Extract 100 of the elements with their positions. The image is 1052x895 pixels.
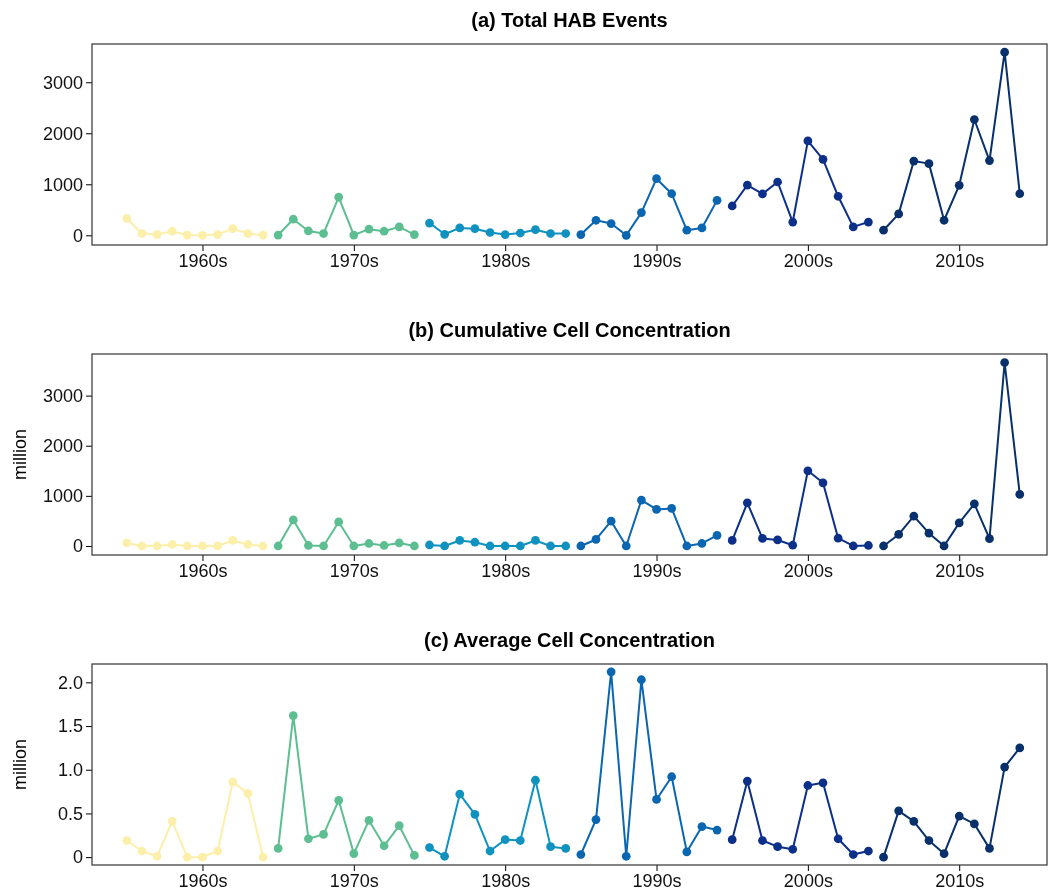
point (667, 772, 677, 782)
y-tick-label: 1000 (42, 486, 83, 507)
point (682, 541, 692, 551)
x-tick-label: 1960s (178, 560, 228, 581)
point (954, 811, 964, 821)
y-tick-label: 2000 (42, 435, 83, 456)
x-tick-label: 1990s (632, 560, 682, 581)
point (773, 177, 782, 187)
point (364, 816, 374, 825)
point (152, 851, 162, 861)
y-tick-label: 0 (72, 536, 83, 557)
point (742, 776, 752, 786)
point (137, 541, 147, 551)
point (228, 777, 238, 787)
point (182, 852, 192, 862)
point (727, 201, 737, 211)
point (167, 816, 177, 826)
point (652, 174, 661, 184)
point (531, 536, 540, 545)
point (924, 528, 934, 538)
point (576, 541, 586, 551)
point (288, 515, 298, 525)
point (712, 825, 722, 835)
point (894, 530, 904, 539)
point (909, 156, 919, 166)
point (349, 230, 359, 240)
point (697, 822, 707, 831)
point (712, 196, 722, 205)
point (561, 229, 571, 238)
x-tick-label: 1980s (481, 250, 531, 271)
point (470, 224, 480, 234)
chart-title: (a) Total HAB Events (471, 9, 668, 31)
point (833, 191, 843, 201)
chart-title: (b) Cumulative Cell Concentration (408, 319, 731, 341)
point (137, 229, 147, 238)
point (440, 541, 450, 551)
point (425, 540, 434, 550)
point (924, 836, 934, 845)
point (485, 228, 495, 237)
point (304, 834, 313, 844)
point (561, 844, 571, 853)
point (137, 846, 147, 856)
point (818, 778, 828, 788)
point (531, 225, 540, 235)
point (637, 675, 646, 685)
y-tick-label: 1.0 (57, 760, 83, 780)
point (818, 154, 828, 164)
point (909, 511, 919, 521)
x-tick-label: 1960s (178, 870, 228, 891)
point (167, 226, 177, 236)
point (485, 541, 495, 551)
point (803, 781, 813, 790)
point (667, 189, 677, 199)
point (742, 180, 752, 190)
point (546, 229, 555, 238)
point (864, 846, 873, 856)
y-axis-title: million (10, 738, 30, 791)
point (531, 775, 540, 785)
point (273, 541, 283, 551)
point (258, 852, 268, 862)
point (379, 841, 389, 851)
point (864, 217, 873, 227)
point (652, 505, 661, 514)
point (228, 536, 238, 545)
point (198, 852, 207, 862)
y-axis-title: million (10, 428, 30, 481)
point (758, 189, 767, 199)
y-tick-label: 0.5 (57, 803, 83, 824)
x-tick-label: 1970s (329, 870, 379, 891)
point (364, 224, 374, 234)
point (637, 208, 646, 217)
point (848, 222, 858, 232)
x-tick-label: 1980s (481, 560, 531, 581)
point (304, 226, 313, 236)
point (1015, 743, 1025, 753)
point (440, 851, 450, 861)
point (394, 222, 404, 232)
point (167, 540, 177, 549)
x-tick-label: 1970s (329, 250, 379, 271)
point (213, 846, 222, 856)
point (848, 850, 858, 859)
point (198, 541, 207, 551)
point (228, 224, 238, 234)
point (349, 541, 359, 551)
point (682, 225, 692, 235)
point (152, 541, 162, 551)
point (122, 214, 132, 223)
point (455, 223, 465, 233)
point (969, 819, 979, 829)
x-tick-label: 2010s (935, 250, 985, 271)
point (591, 815, 601, 824)
point (304, 541, 313, 550)
point (637, 495, 646, 505)
point (561, 541, 571, 551)
y-tick-label: 3000 (42, 72, 83, 93)
point (379, 226, 389, 236)
point (485, 846, 495, 856)
point (394, 821, 404, 831)
point (879, 541, 888, 551)
point (440, 229, 450, 239)
